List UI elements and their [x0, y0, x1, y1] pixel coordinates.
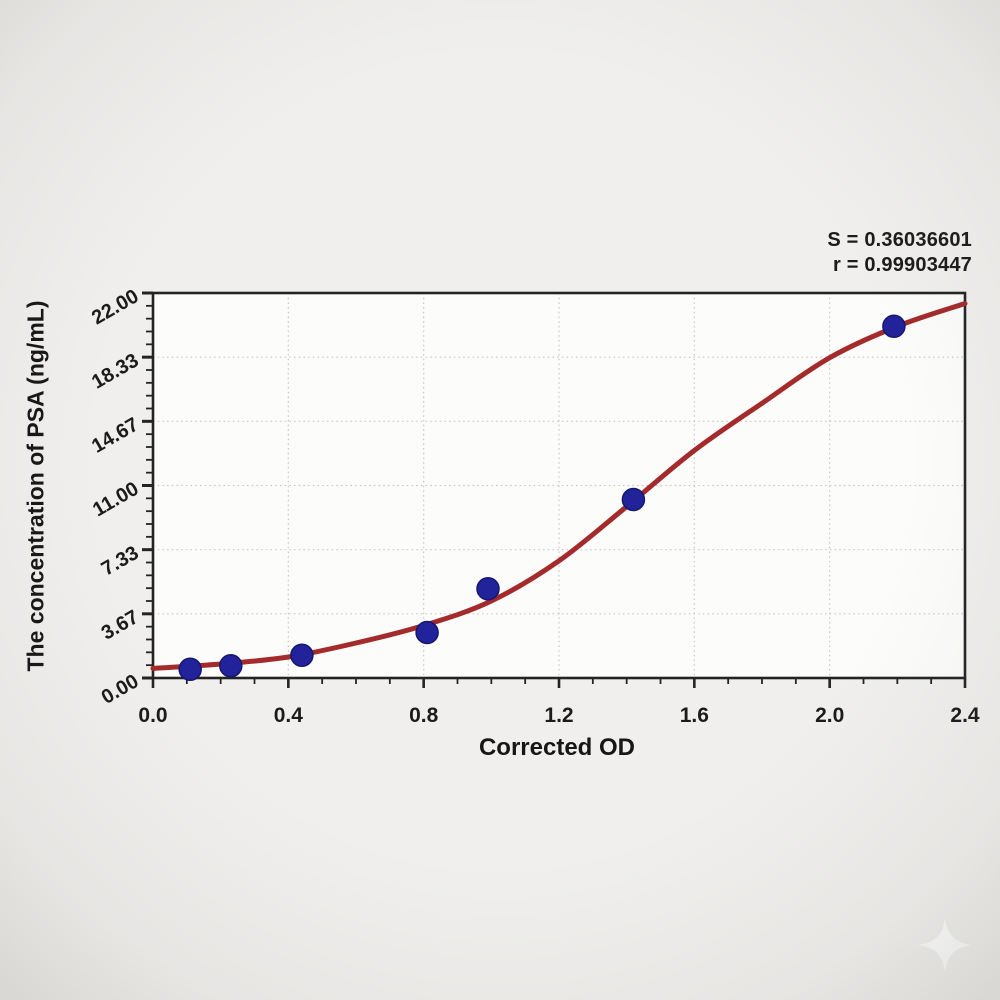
- x-tick-label: 1.6: [680, 704, 709, 727]
- data-point-marker: [621, 487, 646, 512]
- y-tick-label: 0.00: [98, 670, 143, 709]
- x-tick-label: 1.2: [544, 704, 573, 727]
- x-tick-label: 2.4: [950, 704, 980, 727]
- data-point-marker: [882, 314, 906, 339]
- y-tick-label: 14.67: [88, 414, 142, 458]
- y-tick-label: 22.00: [88, 285, 142, 329]
- data-point-marker: [178, 657, 202, 682]
- data-point-marker: [219, 654, 243, 678]
- data-point-marker: [476, 577, 500, 601]
- y-tick-label: 11.00: [89, 478, 142, 522]
- y-tick-label: 7.33: [98, 542, 143, 581]
- y-tick-label: 3.67: [98, 606, 143, 645]
- fit-statistic-r: r = 0.99903447: [832, 254, 972, 276]
- y-axis-title: The concentration of PSA (ng/mL): [22, 300, 49, 672]
- fit-statistics: S = 0.36036601 r = 0.99903447: [827, 228, 972, 278]
- x-tick-label: 0.4: [274, 704, 304, 727]
- data-point-marker: [290, 643, 314, 668]
- sparkle-watermark-icon: [913, 913, 977, 977]
- data-point-marker: [415, 620, 439, 645]
- x-tick-label: 2.0: [815, 704, 844, 727]
- y-tick-label: 18.33: [88, 349, 142, 393]
- fit-statistic-s: S = 0.36036601: [827, 229, 972, 251]
- x-tick-label: 0.0: [138, 704, 167, 727]
- x-tick-label: 0.8: [409, 704, 439, 727]
- x-axis-title: Corrected OD: [478, 734, 636, 761]
- fitted-curve: [150, 301, 968, 671]
